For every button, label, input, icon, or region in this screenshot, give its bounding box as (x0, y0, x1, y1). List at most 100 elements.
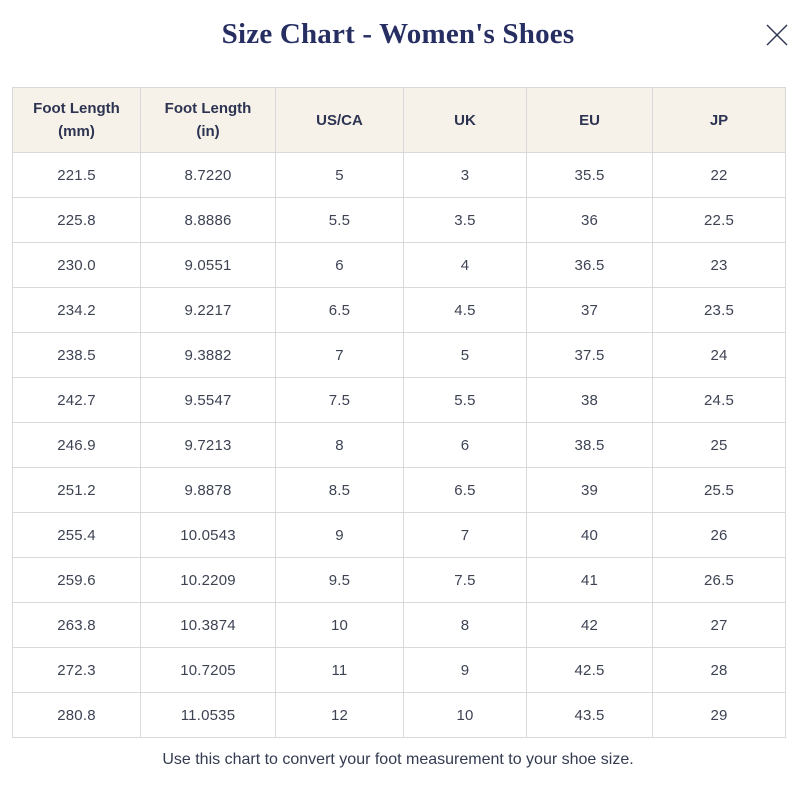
table-cell: 8.8886 (140, 197, 276, 243)
column-header: Foot Length (in) (140, 87, 276, 153)
table-cell: 5 (275, 152, 404, 198)
table-cell: 9.8878 (140, 467, 276, 513)
table-cell: 26.5 (652, 557, 786, 603)
table-row: 225.8 8.8886 5.5 3.5 36 22.5 (12, 197, 786, 243)
table-cell: 23 (652, 242, 786, 288)
table-cell: 11 (275, 647, 404, 693)
table-cell: 37 (526, 287, 653, 333)
table-row: 238.5 9.3882 7 5 37.5 24 (12, 332, 786, 378)
table-row: 263.8 10.3874 10 8 42 27 (12, 602, 786, 648)
table-cell: 12 (275, 692, 404, 738)
table-cell: 246.9 (12, 422, 141, 468)
table-cell: 43.5 (526, 692, 653, 738)
table-cell: 8.7220 (140, 152, 276, 198)
table-cell: 5.5 (403, 377, 527, 423)
table-cell: 24 (652, 332, 786, 378)
table-cell: 3.5 (403, 197, 527, 243)
table-cell: 38.5 (526, 422, 653, 468)
table-cell: 6.5 (275, 287, 404, 333)
table-cell: 9.7213 (140, 422, 276, 468)
close-icon (766, 24, 788, 46)
close-button[interactable] (761, 19, 793, 51)
column-header: Foot Length (mm) (12, 87, 141, 153)
table-cell: 28 (652, 647, 786, 693)
table-cell: 242.7 (12, 377, 141, 423)
table-cell: 10.2209 (140, 557, 276, 603)
table-row: 259.6 10.2209 9.5 7.5 41 26.5 (12, 557, 786, 603)
table-cell: 25 (652, 422, 786, 468)
table-cell: 263.8 (12, 602, 141, 648)
table-cell: 9.2217 (140, 287, 276, 333)
table-cell: 7.5 (403, 557, 527, 603)
table-cell: 221.5 (12, 152, 141, 198)
table-cell: 10.0543 (140, 512, 276, 558)
table-row: 272.3 10.7205 11 9 42.5 28 (12, 647, 786, 693)
table-cell: 6.5 (403, 467, 527, 513)
table-cell: 4 (403, 242, 527, 288)
table-cell: 8.5 (275, 467, 404, 513)
table-cell: 3 (403, 152, 527, 198)
table-cell: 9.5 (275, 557, 404, 603)
table-cell: 29 (652, 692, 786, 738)
table-cell: 280.8 (12, 692, 141, 738)
table-cell: 36 (526, 197, 653, 243)
table-cell: 41 (526, 557, 653, 603)
table-cell: 230.0 (12, 242, 141, 288)
table-row: 280.8 11.0535 12 10 43.5 29 (12, 692, 786, 738)
table-cell: 36.5 (526, 242, 653, 288)
table-cell: 10.3874 (140, 602, 276, 648)
page-title: Size Chart - Women's Shoes (221, 18, 575, 50)
table-cell: 25.5 (652, 467, 786, 513)
table-cell: 9.0551 (140, 242, 276, 288)
table-cell: 9.3882 (140, 332, 276, 378)
table-row: 251.2 9.8878 8.5 6.5 39 25.5 (12, 467, 786, 513)
table-cell: 35.5 (526, 152, 653, 198)
column-header: US/CA (275, 87, 404, 153)
table-cell: 234.2 (12, 287, 141, 333)
table-row: 234.2 9.2217 6.5 4.5 37 23.5 (12, 287, 786, 333)
table-cell: 251.2 (12, 467, 141, 513)
table-cell: 27 (652, 602, 786, 648)
column-header: JP (652, 87, 786, 153)
table-cell: 24.5 (652, 377, 786, 423)
table-cell: 255.4 (12, 512, 141, 558)
table-cell: 9 (403, 647, 527, 693)
table-cell: 9.5547 (140, 377, 276, 423)
table-cell: 10 (403, 692, 527, 738)
table-cell: 40 (526, 512, 653, 558)
table-cell: 23.5 (652, 287, 786, 333)
table-cell: 8 (403, 602, 527, 648)
table-row: 221.5 8.7220 5 3 35.5 22 (12, 152, 786, 198)
table-cell: 38 (526, 377, 653, 423)
table-cell: 225.8 (12, 197, 141, 243)
table-cell: 272.3 (12, 647, 141, 693)
table-cell: 10 (275, 602, 404, 648)
table-cell: 4.5 (403, 287, 527, 333)
table-row: 246.9 9.7213 8 6 38.5 25 (12, 422, 786, 468)
table-cell: 5.5 (275, 197, 404, 243)
table-cell: 42.5 (526, 647, 653, 693)
table-cell: 6 (403, 422, 527, 468)
table-cell: 259.6 (12, 557, 141, 603)
table-cell: 37.5 (526, 332, 653, 378)
column-header: UK (403, 87, 527, 153)
table-cell: 7 (403, 512, 527, 558)
table-cell: 26 (652, 512, 786, 558)
footer-note: Use this chart to convert your foot meas… (162, 751, 634, 768)
table-row: 230.0 9.0551 6 4 36.5 23 (12, 242, 786, 288)
table-cell: 10.7205 (140, 647, 276, 693)
table-cell: 7 (275, 332, 404, 378)
table-row: 255.4 10.0543 9 7 40 26 (12, 512, 786, 558)
table-cell: 7.5 (275, 377, 404, 423)
table-header-row: Foot Length (mm) Foot Length (in) US/CA UK EU J… (12, 87, 786, 153)
table-cell: 6 (275, 242, 404, 288)
size-chart-table: Foot Length (mm) Foot Length (in) US/CA UK EU J… (12, 87, 786, 738)
table-cell: 238.5 (12, 332, 141, 378)
table-cell: 22 (652, 152, 786, 198)
table-cell: 39 (526, 467, 653, 513)
table-cell: 8 (275, 422, 404, 468)
table-cell: 42 (526, 602, 653, 648)
column-header: EU (526, 87, 653, 153)
table-body: 221.5 8.7220 5 3 35.5 22 225.8 8.8886 5.5 3.5 36 22… (12, 152, 786, 738)
table-cell: 5 (403, 332, 527, 378)
